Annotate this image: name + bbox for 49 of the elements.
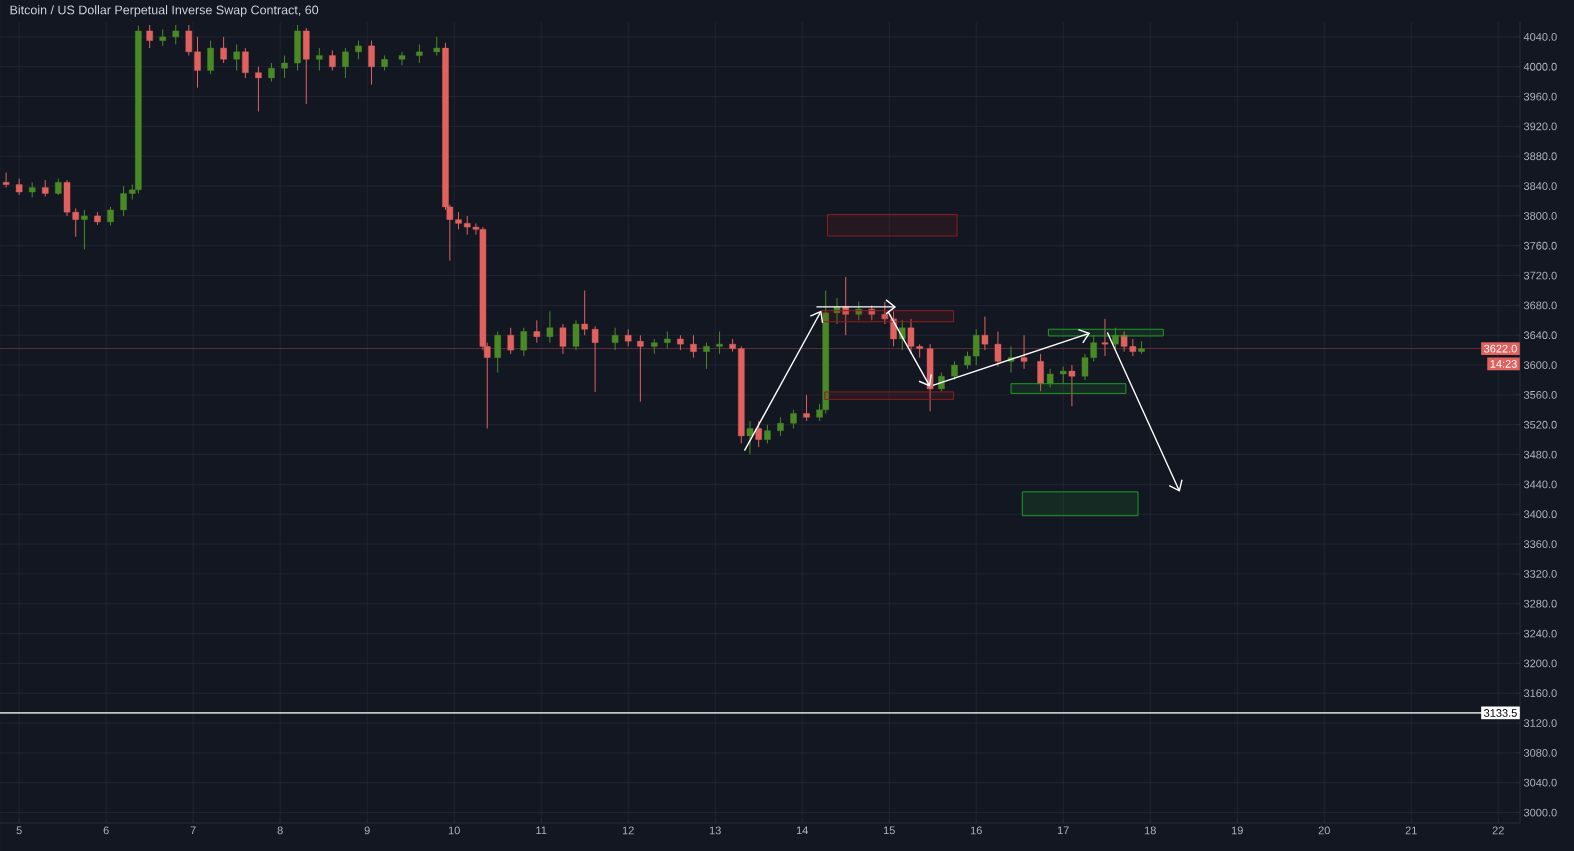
y-tick-label: 3320.0 <box>1523 570 1557 578</box>
y-tick-label: 3720.0 <box>1523 271 1557 280</box>
x-tick-label: 22 <box>1492 826 1504 835</box>
y-tick-label: 3840.0 <box>1523 182 1557 190</box>
y-tick-label: 3480.0 <box>1523 450 1557 459</box>
y-tick-label: 3640.0 <box>1523 331 1557 340</box>
x-tick-label: 16 <box>970 826 982 835</box>
x-tick-label: 18 <box>1144 826 1156 835</box>
y-tick-label: 3360.0 <box>1523 540 1557 548</box>
y-tick-label: 3040.0 <box>1523 778 1557 787</box>
x-tick-label: 10 <box>448 826 460 835</box>
x-tick-label: 7 <box>190 826 196 835</box>
annotation: 14:23 <box>1490 359 1517 368</box>
x-tick-label: 20 <box>1318 826 1330 835</box>
y-tick-label: 3800.0 <box>1523 212 1557 220</box>
x-tick-label: 19 <box>1231 826 1243 835</box>
chart-title: Bitcoin / US Dollar Perpetual Inverse Swap Contract, 60 <box>10 5 319 17</box>
ref-line-label: 3622.0 <box>1484 344 1517 353</box>
y-tick-label: 3920.0 <box>1523 122 1557 131</box>
x-tick-label: 5 <box>16 826 22 835</box>
y-tick-label: 3520.0 <box>1523 420 1557 429</box>
y-tick-label: 4040.0 <box>1523 33 1557 41</box>
y-tick-label: 3080.0 <box>1523 749 1557 757</box>
y-tick-label: 3440.0 <box>1523 480 1557 489</box>
y-tick-label: 3600.0 <box>1523 361 1557 369</box>
x-tick-label: 8 <box>277 826 283 835</box>
x-tick-label: 14 <box>796 826 808 835</box>
x-tick-label: 6 <box>103 826 109 835</box>
y-tick-label: 3680.0 <box>1523 301 1557 310</box>
y-tick-label: 3960.0 <box>1523 92 1557 101</box>
x-tick-label: 21 <box>1405 826 1417 835</box>
x-tick-label: 15 <box>883 826 895 835</box>
y-tick-label: 3280.0 <box>1523 599 1557 608</box>
y-tick-label: 3000.0 <box>1523 808 1557 817</box>
y-tick-label: 3560.0 <box>1523 391 1557 399</box>
y-tick-label: 3240.0 <box>1523 629 1557 638</box>
ref-line-label: 3133.5 <box>1484 709 1517 717</box>
y-tick-label: 3400.0 <box>1523 510 1557 519</box>
x-tick-label: 9 <box>364 826 370 835</box>
y-tick-label: 3120.0 <box>1523 719 1557 727</box>
y-tick-label: 3880.0 <box>1523 152 1557 161</box>
x-tick-label: 13 <box>709 826 721 835</box>
x-tick-label: 17 <box>1057 826 1069 835</box>
y-tick-label: 3760.0 <box>1523 241 1557 250</box>
x-tick-label: 12 <box>622 826 634 835</box>
y-tick-label: 4000.0 <box>1523 62 1557 71</box>
y-tick-label: 3160.0 <box>1523 689 1557 698</box>
y-tick-label: 3200.0 <box>1523 659 1557 668</box>
x-tick-label: 11 <box>536 826 547 835</box>
